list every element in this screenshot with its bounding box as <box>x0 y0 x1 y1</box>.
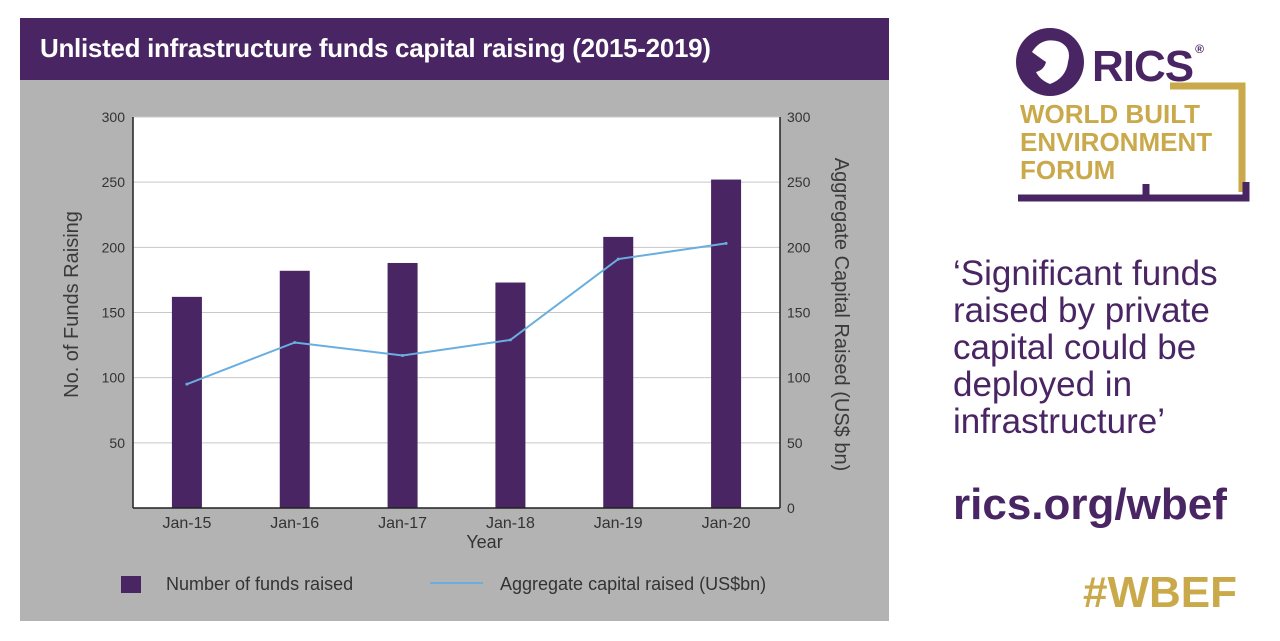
bar <box>387 262 418 508</box>
x-axis-title: Year <box>466 532 502 552</box>
logo-gold-bracket <box>1170 82 1246 192</box>
y2-tick-label: 0 <box>787 500 795 516</box>
capital-line <box>186 242 727 386</box>
y2-tick-label: 100 <box>787 370 811 386</box>
bar <box>711 179 742 508</box>
logo-graphic <box>1016 28 1250 202</box>
line-point <box>185 382 189 386</box>
y2-tick-label: 200 <box>787 239 811 255</box>
line-point <box>616 257 620 261</box>
y2-tick-label: 50 <box>787 435 803 451</box>
x-tick-label: Jan-17 <box>378 515 427 532</box>
rics-wbef-logo: RICS ® WORLD BUILT ENVIRONMENT FORUM <box>1010 22 1260 207</box>
logo-line-2: ENVIRONMENT <box>1020 127 1213 157</box>
logo-brand: RICS ® <box>1092 42 1204 91</box>
y2-tick-label: 250 <box>787 174 811 190</box>
y-tick-label: 250 <box>102 174 126 190</box>
lion-mane-icon <box>1032 40 1069 84</box>
x-tick-label: Jan-19 <box>594 515 643 532</box>
line-point <box>508 338 512 342</box>
y2-axis-title: Aggregate Capital Raised (US$ bn) <box>830 158 852 472</box>
bar <box>495 282 526 508</box>
legend-bar-label: Number of funds raised <box>166 574 353 594</box>
chart-title-bar: Unlisted infrastructure funds capital ra… <box>20 18 889 80</box>
logo-purple-bracket <box>1018 182 1250 202</box>
x-tick-label: Jan-16 <box>270 515 319 532</box>
chart-title: Unlisted infrastructure funds capital ra… <box>40 33 711 63</box>
logo-line-1: WORLD BUILT <box>1020 99 1201 129</box>
line-point <box>724 241 728 245</box>
y-tick-label: 100 <box>102 370 126 386</box>
y2-tick-label: 150 <box>787 305 811 321</box>
y-tick-label: 150 <box>102 305 126 321</box>
logo-line-3: FORUM <box>1020 155 1116 185</box>
y-axis-title: No. of Funds Raising <box>61 211 83 398</box>
y-tick-label: 50 <box>109 435 125 451</box>
y-tick-label: 200 <box>102 239 126 255</box>
bar <box>603 236 634 508</box>
quote-text: ‘Significant funds raised by private cap… <box>953 254 1218 441</box>
y-tick-label: 300 <box>102 109 126 125</box>
line-point <box>401 354 405 358</box>
website-link[interactable]: rics.org/wbef <box>953 480 1227 529</box>
line-point <box>293 340 297 344</box>
x-tick-label: Jan-15 <box>162 515 211 532</box>
x-tick-label: Jan-18 <box>486 515 535 532</box>
y2-tick-label: 300 <box>787 109 811 125</box>
legend-bar-swatch <box>121 576 141 593</box>
bar <box>171 296 202 508</box>
bar <box>279 270 310 508</box>
x-tick-label: Jan-20 <box>702 515 751 532</box>
legend-line-label: Aggregate capital raised (US$bn) <box>500 574 766 594</box>
hashtag: #WBEF <box>1083 568 1237 617</box>
